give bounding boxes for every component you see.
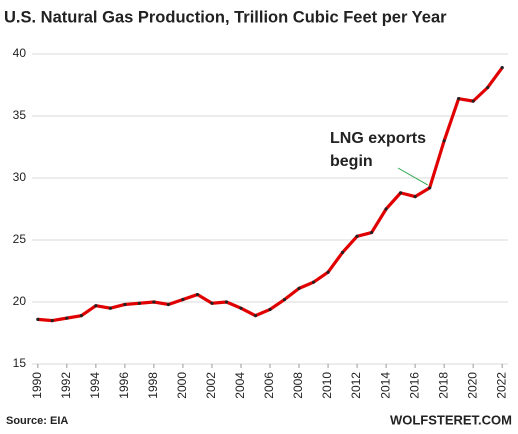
x-tick-label: 2002 [204,372,218,399]
x-tick-label: 1990 [30,372,44,399]
x-tick-label: 2004 [233,372,247,399]
data-point [340,250,345,254]
data-point [152,300,156,304]
series-line [37,66,504,323]
data-point [79,314,83,318]
data-point [108,306,112,310]
data-point [500,66,504,70]
data-point [50,319,54,323]
data-point [471,99,475,103]
data-point [65,316,69,320]
data-point [413,195,417,199]
y-tick-label: 25 [13,232,27,246]
x-tick-label: 2000 [175,372,189,399]
x-tick-label: 2006 [262,372,276,399]
data-point [239,306,243,310]
data-point [166,302,171,307]
y-tick-label: 30 [13,170,27,184]
data-point [123,302,127,307]
data-point [210,301,214,305]
data-point [428,186,432,190]
data-point [486,85,490,90]
data-point [457,97,461,101]
x-tick-label: 2018 [436,372,450,399]
annotation: LNG exports [330,130,426,147]
y-tick-label: 40 [13,46,27,60]
data-point [36,317,40,321]
y-tick-label: 15 [13,356,27,370]
x-tick-label: 2016 [407,372,421,399]
annotation-arrow [397,167,428,186]
data-point [268,307,272,312]
y-tick-label: 20 [13,294,27,308]
chart-title: U.S. Natural Gas Production, Trillion Cu… [4,8,447,26]
source: Source: EIA [6,415,68,427]
data-point [326,270,330,274]
x-tick-label: 1994 [88,372,102,399]
data-point [311,280,316,284]
credit: WOLFSTERET.COM [390,412,512,427]
x-tick-label: 2014 [378,372,392,399]
x-tick-label: 2008 [291,372,305,399]
data-point [94,304,98,308]
data-point [282,297,287,302]
x-tick-label: 1998 [146,372,160,399]
data-point [355,234,359,238]
data-point [297,286,301,290]
data-point [195,292,200,297]
x-tick-label: 2022 [494,372,508,399]
x-tick-label: 2012 [349,372,363,399]
data-point [442,139,446,143]
data-point [253,314,258,318]
data-point [224,300,229,304]
x-tick-label: 1996 [117,372,131,399]
x-tick-label: 2020 [465,372,479,399]
data-point [137,301,141,305]
x-tick-label: 1992 [59,372,73,399]
data-point [369,230,374,235]
data-point [384,207,388,211]
y-tick-label: 35 [13,108,27,122]
data-point [399,191,403,195]
annotation: begin [330,153,373,170]
x-tick-label: 2010 [320,372,334,399]
data-point [181,297,185,302]
